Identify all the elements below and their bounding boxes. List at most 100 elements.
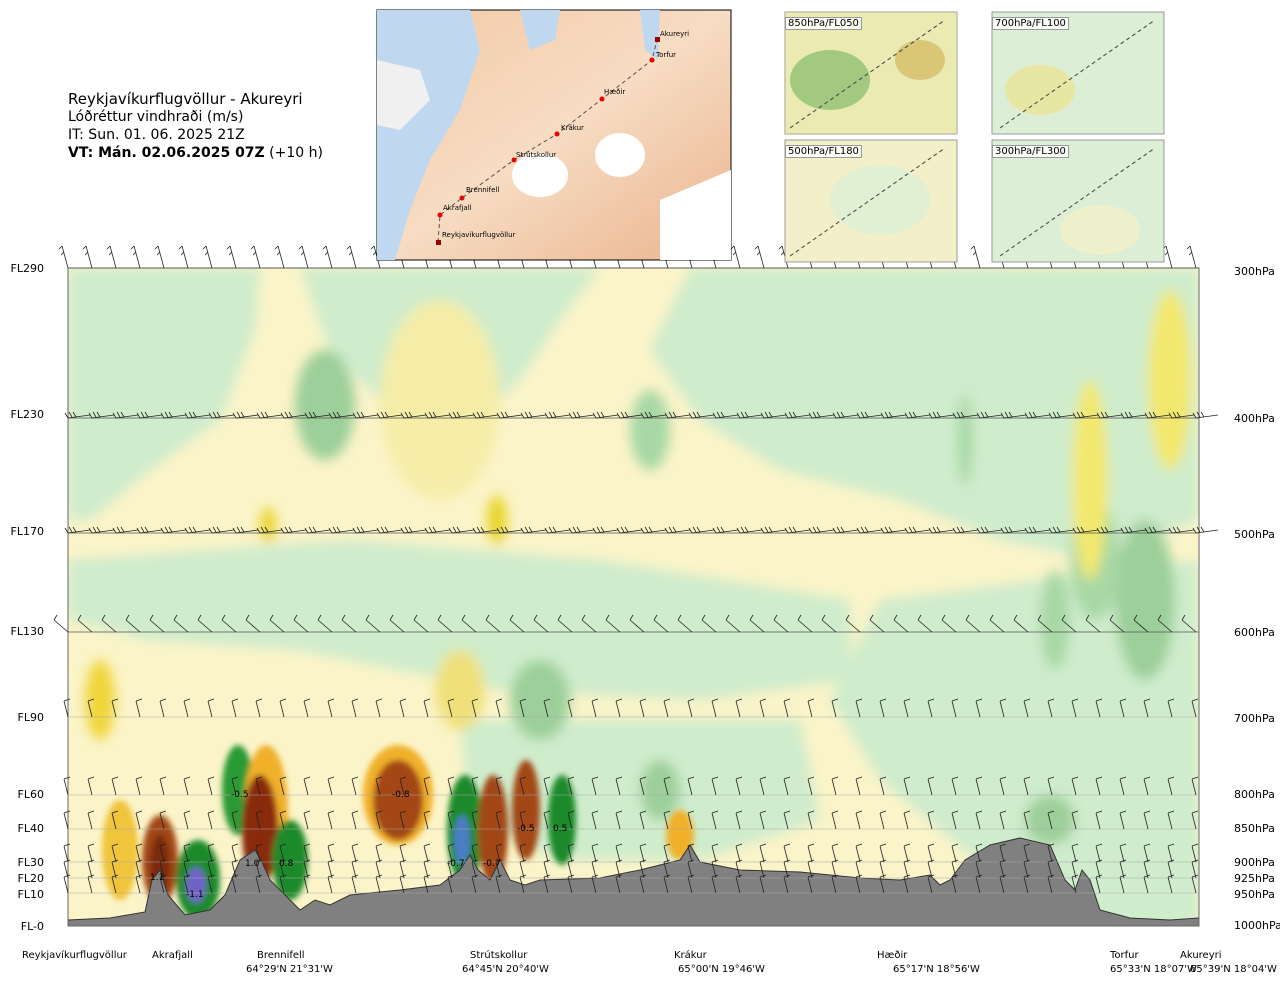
wind-barb: [159, 874, 167, 894]
wind-barb: [904, 411, 931, 419]
wind-barb: [1047, 698, 1055, 718]
wind-barb: [112, 411, 139, 419]
wind-barb: [207, 776, 215, 796]
route-title: Reykjavíkurflugvöllur - Akureyri: [68, 90, 303, 108]
wind-barb: [341, 614, 357, 633]
level-800hpa: 800hPa: [1234, 788, 1275, 801]
wind-barb: [279, 874, 287, 894]
wind-barb: [63, 776, 71, 796]
wind-barb: [1143, 874, 1151, 894]
level-300hpa: 300hPa: [1234, 265, 1275, 278]
wind-barb: [688, 526, 715, 534]
wind-barb: [879, 843, 887, 863]
wind-barb: [160, 526, 187, 534]
wind-barb: [1072, 411, 1099, 419]
wind-barb: [136, 411, 163, 419]
wind-barb: [677, 614, 693, 633]
wind-barb: [1047, 874, 1055, 894]
wind-barb: [1024, 411, 1051, 419]
annotation-10: 0.5: [553, 824, 567, 834]
wind-barb: [1096, 411, 1123, 419]
wind-barb: [1023, 698, 1031, 718]
level-600hpa: 600hPa: [1234, 626, 1275, 639]
wind-barb: [663, 776, 671, 796]
wind-barb: [231, 698, 239, 718]
wind-barb: [952, 526, 979, 534]
wind-barb: [351, 698, 359, 718]
wind-barb: [183, 776, 191, 796]
wind-barb: [784, 411, 811, 419]
wind-barb: [322, 245, 333, 269]
wind-barb: [711, 810, 719, 830]
wind-barb: [1023, 810, 1031, 830]
level-fl130: FL130: [10, 625, 44, 638]
wind-barb: [543, 698, 551, 718]
wind-barb: [999, 874, 1007, 894]
wind-barb: [965, 614, 981, 633]
wind-barb: [639, 859, 647, 879]
wind-barb: [87, 698, 95, 718]
wind-barb: [63, 810, 71, 830]
wind-barb: [759, 776, 767, 796]
wind-barb: [879, 874, 887, 894]
inset-label-500: 500hPa/FL180: [785, 145, 862, 158]
wind-barb: [1191, 698, 1199, 718]
wind-barb: [447, 776, 455, 796]
wind-barb: [424, 526, 451, 534]
wind-barb: [711, 843, 719, 863]
annotation-3: -0.5: [231, 790, 249, 800]
wind-barb: [159, 776, 167, 796]
wp-coord-akureyri: 65°39'N 18°04'W: [1190, 964, 1277, 975]
wind-barb: [111, 810, 119, 830]
wind-barb: [471, 810, 479, 830]
wind-barb: [125, 614, 141, 633]
wind-barb: [783, 859, 791, 879]
wind-barb: [58, 245, 69, 269]
annotation-4: 1.0: [245, 859, 260, 869]
wind-barb: [130, 245, 141, 269]
wind-barb: [735, 810, 743, 830]
wind-barb: [615, 859, 623, 879]
wind-barb: [592, 526, 619, 534]
wind-barb: [63, 698, 71, 718]
wind-barb: [208, 411, 235, 419]
wind-barb: [1109, 614, 1125, 633]
wind-barb: [653, 614, 669, 633]
wind-barb: [975, 776, 983, 796]
wind-barb: [87, 776, 95, 796]
wp-name-torfur: Torfur: [1110, 950, 1139, 961]
wind-barb: [543, 859, 551, 879]
wind-barb: [327, 698, 335, 718]
wind-barb: [639, 776, 647, 796]
wind-barb: [639, 843, 647, 863]
wind-barb: [951, 843, 959, 863]
wind-barb: [279, 810, 287, 830]
wind-barb: [423, 698, 431, 718]
wind-barb: [1071, 843, 1079, 863]
level-500hpa: 500hPa: [1234, 528, 1275, 541]
wind-barb: [63, 843, 71, 863]
wind-barb: [1133, 614, 1149, 633]
wind-barb: [975, 698, 983, 718]
wind-barb: [389, 614, 405, 633]
wind-barb: [712, 526, 739, 534]
wind-barb: [605, 614, 621, 633]
inset-500: [784, 139, 958, 263]
wind-barb: [533, 614, 549, 633]
wind-barb: [808, 411, 835, 419]
wp-coord-brennifell: 64°29'N 21°31'W: [246, 964, 333, 975]
annotation-2: -1.1: [186, 890, 204, 900]
wind-barb: [749, 614, 765, 633]
wind-barb: [256, 526, 283, 534]
wind-barb: [399, 859, 407, 879]
level-400hpa: 400hPa: [1234, 412, 1275, 425]
wind-barb: [303, 698, 311, 718]
wind-barb: [927, 776, 935, 796]
wind-barb: [976, 411, 1003, 419]
wp-name-reykjavik: Reykjavíkurflugvöllur: [22, 950, 127, 961]
wind-barb: [663, 810, 671, 830]
wind-barb: [279, 698, 287, 718]
wind-barb: [1167, 859, 1175, 879]
wind-barb: [485, 614, 501, 633]
wind-barb: [1071, 698, 1079, 718]
